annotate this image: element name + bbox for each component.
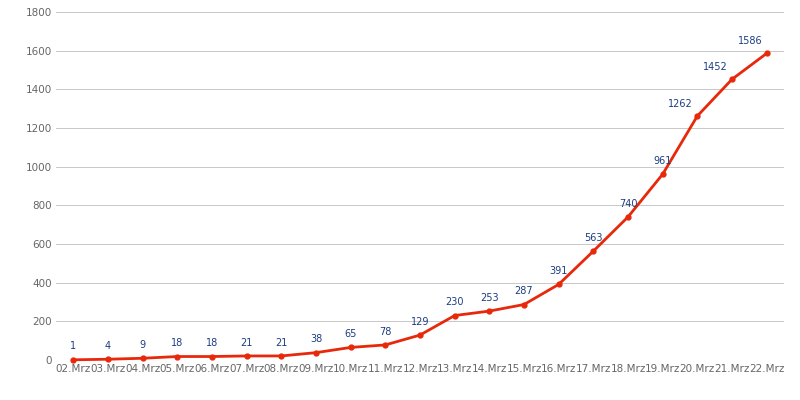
Text: 21: 21 (241, 338, 253, 348)
Text: 65: 65 (345, 329, 357, 339)
Text: 1262: 1262 (669, 99, 693, 109)
Text: 21: 21 (275, 338, 287, 348)
Text: 253: 253 (480, 293, 498, 303)
Text: 740: 740 (618, 198, 638, 209)
Text: 9: 9 (140, 340, 146, 350)
Text: 287: 287 (514, 286, 534, 296)
Text: 1: 1 (70, 342, 76, 352)
Text: 391: 391 (550, 266, 568, 276)
Text: 230: 230 (446, 297, 464, 307)
Text: 18: 18 (171, 338, 183, 348)
Text: 18: 18 (206, 338, 218, 348)
Text: 563: 563 (584, 233, 602, 243)
Text: 961: 961 (654, 156, 672, 166)
Text: 1452: 1452 (703, 62, 728, 72)
Text: 38: 38 (310, 334, 322, 344)
Text: 129: 129 (410, 317, 430, 327)
Text: 1586: 1586 (738, 36, 762, 46)
Text: 4: 4 (105, 341, 111, 351)
Text: 78: 78 (379, 326, 391, 336)
